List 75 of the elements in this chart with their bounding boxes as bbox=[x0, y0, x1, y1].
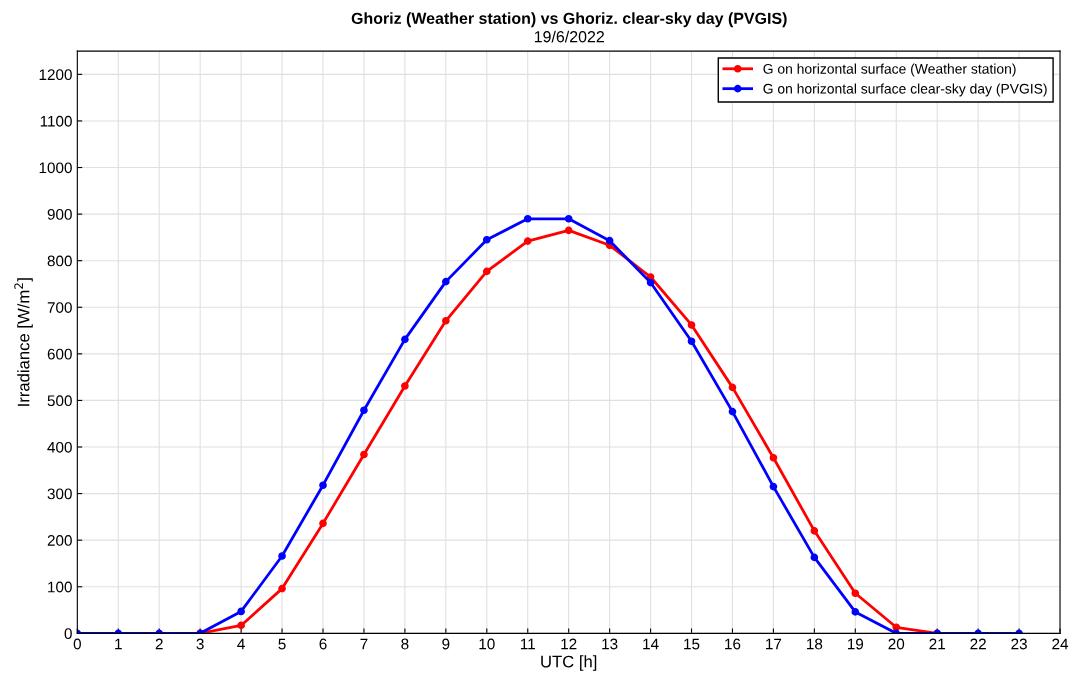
point bbox=[646, 278, 655, 287]
y-tick-label: 1000 bbox=[39, 162, 72, 174]
point bbox=[237, 607, 245, 616]
x-tick-label: 20 bbox=[888, 638, 905, 650]
point bbox=[278, 584, 286, 593]
point bbox=[810, 553, 819, 562]
point bbox=[237, 621, 245, 630]
point bbox=[687, 321, 696, 329]
y-tick-label: 1100 bbox=[40, 115, 72, 127]
chart-subtitle: 19/6/2022 bbox=[534, 30, 604, 43]
y-tick-label: 300 bbox=[47, 488, 72, 500]
point bbox=[482, 235, 491, 244]
point bbox=[769, 482, 778, 491]
x-tick-label: 22 bbox=[970, 638, 986, 650]
point bbox=[442, 277, 450, 286]
legend-label: G on horizontal surface clear-sky day (PVGIS) bbox=[763, 83, 1047, 97]
point bbox=[278, 552, 286, 560]
x-tick-label: 12 bbox=[561, 638, 577, 650]
x-tick-label: 16 bbox=[725, 638, 741, 650]
y-tick-label: 0 bbox=[64, 628, 72, 640]
x-tick-label: 5 bbox=[278, 638, 286, 650]
point bbox=[892, 623, 901, 632]
point bbox=[401, 382, 409, 390]
y-axis-title: Irradiance [W/m$^{2}$] bbox=[14, 278, 33, 406]
x-tick-label: 19 bbox=[847, 638, 864, 650]
point bbox=[319, 519, 327, 528]
x-tick-label: 4 bbox=[237, 638, 245, 650]
y-tick-label: 800 bbox=[47, 255, 72, 267]
x-tick-label: 18 bbox=[807, 638, 823, 650]
y-tick-label: 900 bbox=[47, 208, 72, 220]
x-tick-label: 1 bbox=[115, 638, 122, 650]
x-tick-label: 9 bbox=[442, 638, 450, 650]
point bbox=[360, 406, 368, 415]
chart-title: Ghoriz (Weather station) vs Ghoriz. clear-sky day (PVGIS) bbox=[351, 12, 787, 28]
x-tick-label: 17 bbox=[766, 638, 782, 650]
x-axis-title: UTC [h] bbox=[541, 655, 597, 671]
x-tick-label: 21 bbox=[929, 638, 945, 650]
point bbox=[728, 383, 737, 392]
x-tick-label: 0 bbox=[73, 638, 81, 650]
x-tick-label: 7 bbox=[360, 638, 368, 650]
y-tick-label: 400 bbox=[47, 441, 72, 453]
y-tick-label: 500 bbox=[47, 395, 72, 407]
y-tick-label: 100 bbox=[48, 581, 72, 593]
point bbox=[360, 450, 368, 459]
point bbox=[810, 527, 819, 535]
point bbox=[401, 335, 409, 344]
x-tick-label: 8 bbox=[401, 638, 409, 650]
point bbox=[482, 267, 491, 276]
x-tick-label: 10 bbox=[479, 638, 495, 650]
point bbox=[728, 407, 737, 416]
point bbox=[851, 608, 860, 616]
point bbox=[769, 453, 778, 462]
y-tick-label: 200 bbox=[47, 535, 72, 546]
point bbox=[851, 589, 860, 598]
point bbox=[605, 236, 614, 245]
y-tick-label: 600 bbox=[47, 348, 72, 360]
x-tick-label: 14 bbox=[643, 638, 659, 650]
legend-label: G on horizontal surface (Weather station) bbox=[763, 63, 1016, 77]
y-tick-label: 700 bbox=[47, 302, 72, 313]
point bbox=[564, 226, 573, 235]
x-tick-label: 15 bbox=[684, 638, 700, 650]
point bbox=[523, 237, 532, 245]
point bbox=[564, 214, 573, 223]
x-tick-label: 11 bbox=[520, 638, 535, 650]
point bbox=[319, 481, 327, 490]
x-tick-label: 6 bbox=[319, 638, 327, 650]
y-tick-label: 1200 bbox=[39, 69, 72, 81]
x-tick-label: 23 bbox=[1011, 638, 1027, 650]
point bbox=[442, 316, 450, 325]
x-tick-label: 3 bbox=[196, 638, 204, 650]
point bbox=[687, 337, 696, 346]
point bbox=[523, 214, 532, 223]
x-tick-label: 24 bbox=[1052, 638, 1069, 650]
x-tick-label: 13 bbox=[602, 638, 618, 650]
x-tick-label: 2 bbox=[155, 638, 163, 650]
